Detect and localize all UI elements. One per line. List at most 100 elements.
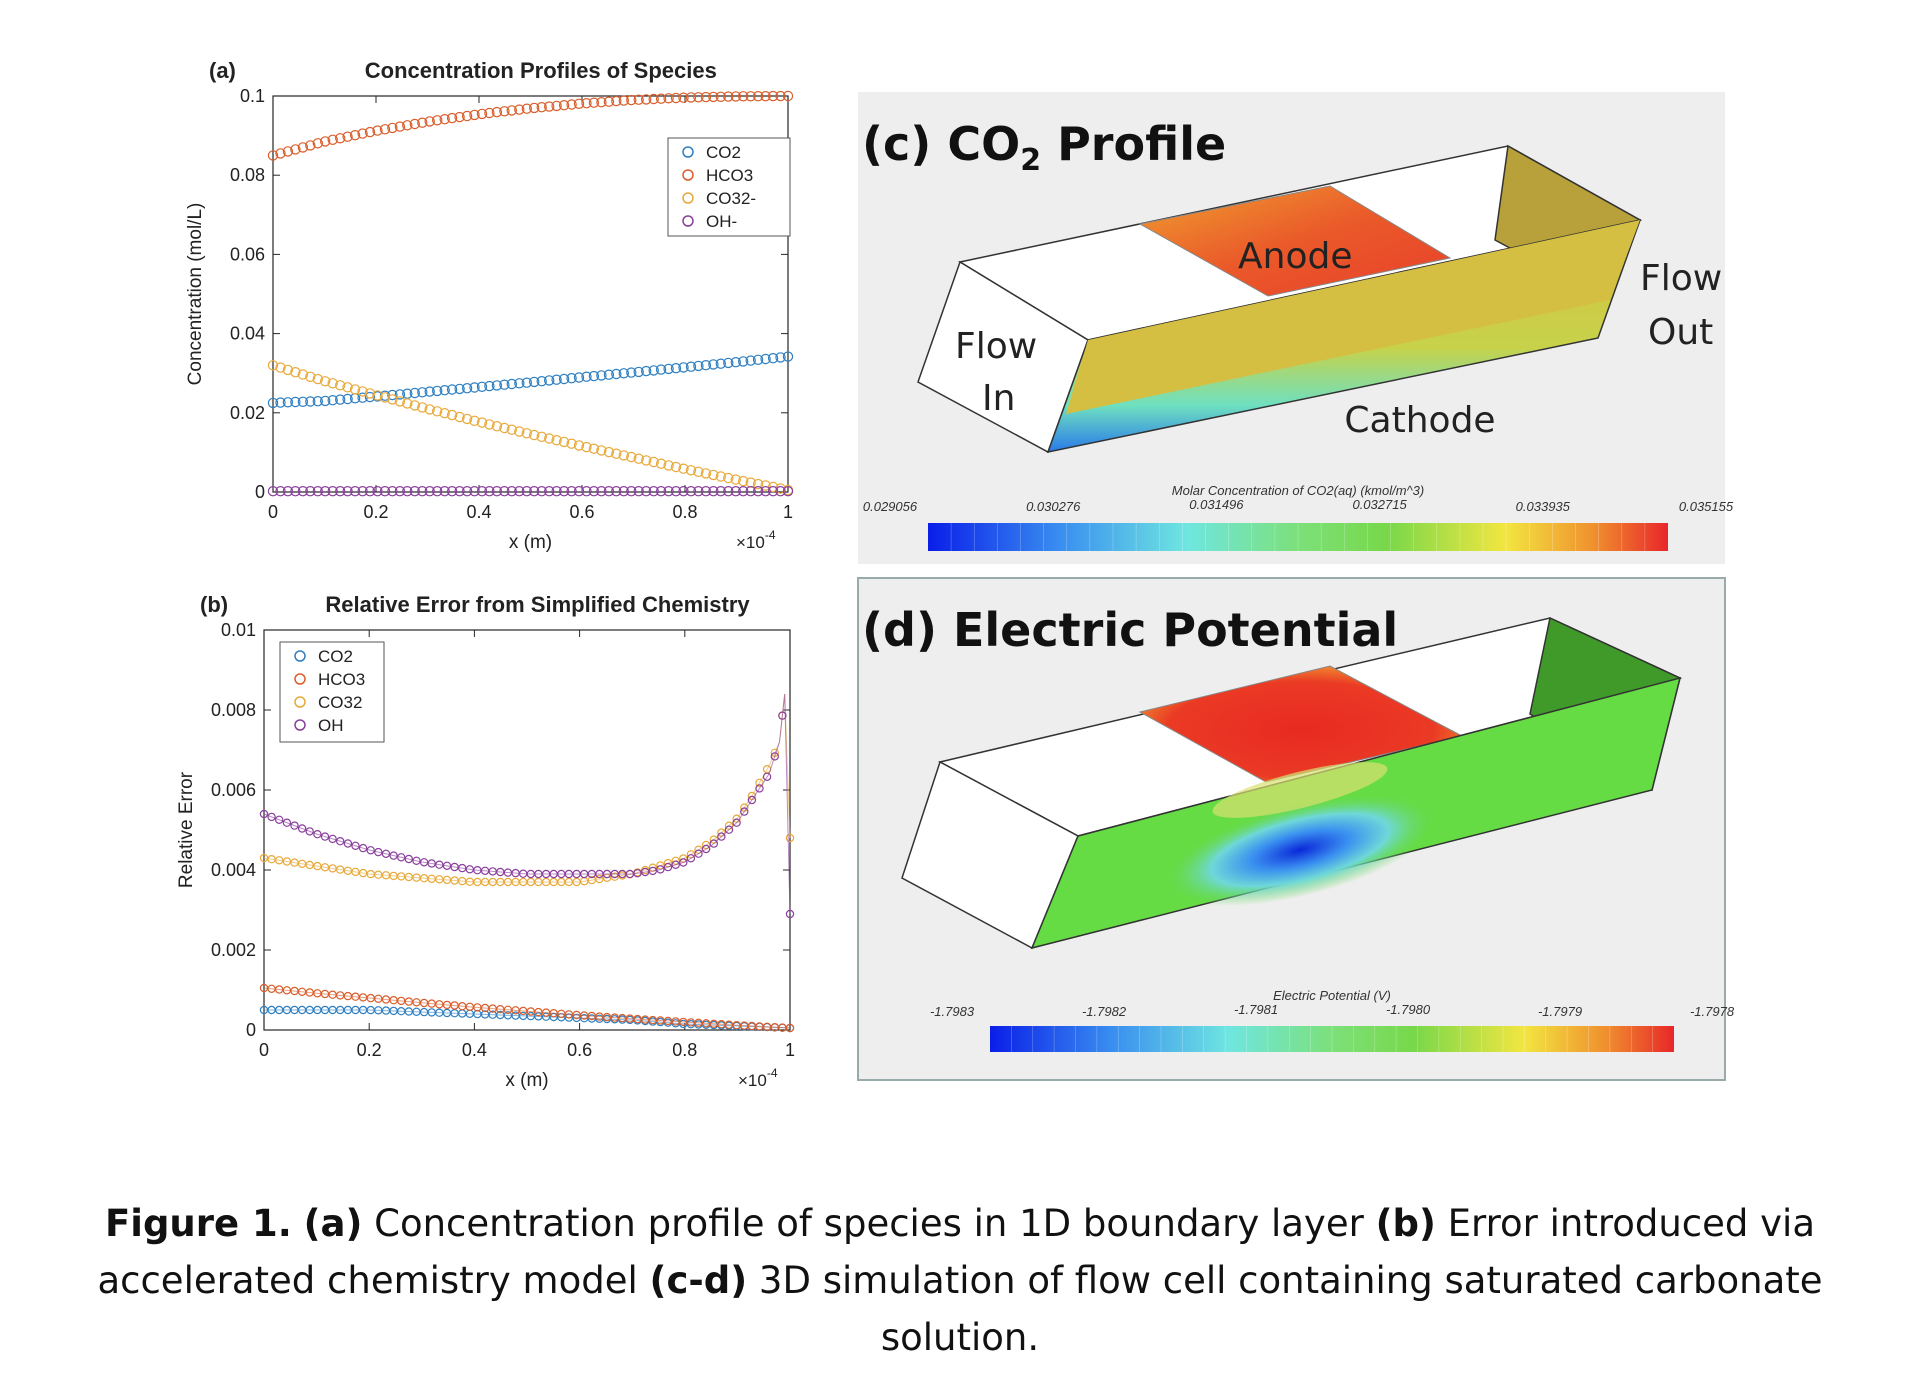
data-point bbox=[558, 486, 570, 497]
chart-title: Relative Error from Simplified Chemistry bbox=[325, 592, 750, 617]
data-point bbox=[424, 386, 435, 397]
figure-caption: Figure 1. (a) Concentration profile of s… bbox=[40, 1195, 1880, 1366]
data-point bbox=[476, 417, 488, 428]
legend-entry-co2: CO2 bbox=[318, 647, 353, 666]
data-point bbox=[349, 129, 361, 141]
data-point bbox=[424, 404, 435, 415]
data-point bbox=[767, 353, 779, 364]
data-point bbox=[312, 486, 323, 497]
data-point bbox=[439, 385, 450, 396]
data-point bbox=[775, 486, 786, 497]
data-point bbox=[700, 468, 712, 479]
data-point bbox=[349, 486, 361, 497]
data-point bbox=[417, 387, 428, 398]
data-point bbox=[417, 402, 428, 413]
colorbar-tick-0-029056: 0.029056 bbox=[863, 499, 918, 514]
data-point bbox=[544, 101, 555, 112]
data-point bbox=[738, 486, 749, 497]
data-point bbox=[484, 419, 495, 430]
data-point bbox=[484, 380, 495, 392]
data-point bbox=[320, 395, 331, 407]
data-point bbox=[409, 118, 420, 130]
panel-b-relative-error-chart: (b) Relative Error from Simplified Chemis… bbox=[176, 592, 795, 1091]
x-tick-label-0: 0 bbox=[268, 502, 278, 522]
data-point bbox=[679, 858, 688, 867]
y-tick-label-0-006: 0.006 bbox=[211, 780, 256, 800]
legend-entry-oh: OH- bbox=[706, 212, 737, 231]
y-tick-label-0-002: 0.002 bbox=[211, 940, 256, 960]
colorbar-tick-1-7979: -1.7979 bbox=[1538, 1004, 1582, 1019]
data-point bbox=[685, 465, 697, 476]
data-point bbox=[536, 431, 547, 442]
data-point bbox=[752, 90, 764, 102]
data-point bbox=[694, 849, 703, 858]
data-point bbox=[723, 486, 734, 497]
data-point bbox=[409, 387, 420, 399]
data-point bbox=[633, 486, 644, 497]
data-point bbox=[342, 486, 353, 497]
data-point bbox=[282, 397, 294, 408]
data-point bbox=[775, 483, 786, 494]
data-point bbox=[282, 486, 294, 497]
data-point bbox=[335, 394, 346, 405]
data-point bbox=[685, 92, 697, 103]
data-point bbox=[461, 110, 473, 122]
panel-label: (a) bbox=[209, 58, 236, 83]
data-point bbox=[282, 364, 294, 376]
y-tick-label-0: 0 bbox=[246, 1020, 256, 1040]
data-point bbox=[581, 441, 592, 453]
cathode-label: Cathode bbox=[1344, 400, 1495, 441]
data-point bbox=[336, 865, 345, 874]
colorbar-c: Molar Concentration of CO2(aq) (kmol/m^3… bbox=[863, 483, 1734, 551]
data-point bbox=[715, 471, 727, 482]
x-axis-label: x (m) bbox=[509, 532, 552, 553]
colorbar-tick-0-033935: 0.033935 bbox=[1516, 499, 1571, 514]
data-point bbox=[596, 96, 607, 108]
y-tick-label-0-004: 0.004 bbox=[211, 860, 256, 880]
data-point bbox=[633, 366, 644, 378]
data-point bbox=[364, 388, 376, 399]
data-point bbox=[760, 353, 771, 365]
data-point bbox=[752, 354, 764, 365]
data-point bbox=[641, 94, 652, 105]
data-point bbox=[611, 368, 622, 380]
data-point bbox=[290, 486, 301, 497]
data-point bbox=[476, 108, 488, 120]
data-point bbox=[275, 148, 286, 159]
data-point bbox=[544, 375, 555, 386]
data-point bbox=[745, 91, 756, 102]
x-tick-label-0-4: 0.4 bbox=[466, 502, 491, 522]
colorbar-title: Electric Potential (V) bbox=[1273, 988, 1391, 1003]
x-axis-label: x (m) bbox=[505, 1070, 548, 1091]
data-point bbox=[409, 400, 420, 411]
data-point bbox=[364, 126, 376, 138]
data-point bbox=[394, 486, 406, 497]
data-point bbox=[454, 383, 465, 395]
data-point bbox=[626, 486, 637, 497]
data-point bbox=[558, 373, 570, 385]
data-point bbox=[633, 94, 644, 105]
data-point bbox=[484, 107, 495, 119]
data-point bbox=[417, 486, 428, 497]
data-point bbox=[491, 421, 503, 432]
data-point bbox=[275, 856, 284, 865]
data-point bbox=[581, 486, 592, 497]
data-point bbox=[342, 393, 353, 405]
legend-marker-co2 bbox=[294, 650, 306, 662]
caption-a-label: (a) bbox=[303, 1202, 363, 1245]
data-point bbox=[663, 363, 674, 375]
data-point bbox=[618, 95, 630, 106]
legend-marker-hco3 bbox=[294, 673, 306, 685]
data-point bbox=[611, 486, 622, 497]
data-point bbox=[670, 363, 682, 374]
panel-a-concentration-chart: (a) Concentration Profiles of Species 0 0.2… bbox=[185, 58, 794, 553]
caption-a-text: Concentration profile of species in 1D b… bbox=[362, 1202, 1376, 1245]
series-oh bbox=[259, 693, 795, 919]
data-point bbox=[394, 389, 406, 400]
chart-title: Concentration Profiles of Species bbox=[365, 58, 717, 83]
data-point bbox=[760, 480, 771, 491]
data-point bbox=[782, 486, 794, 497]
data-point bbox=[685, 361, 697, 372]
data-point bbox=[320, 832, 330, 841]
data-point bbox=[267, 486, 279, 497]
